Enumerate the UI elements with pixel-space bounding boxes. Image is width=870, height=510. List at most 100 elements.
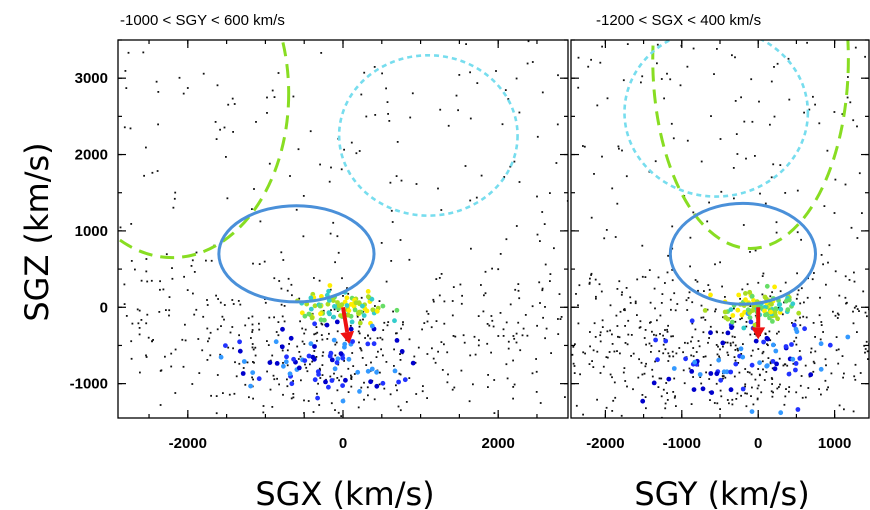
- background-dot: [854, 363, 857, 366]
- background-dot: [246, 361, 249, 364]
- colored-point: [733, 361, 739, 367]
- background-dot: [303, 332, 306, 335]
- background-dot: [756, 397, 759, 400]
- background-dot: [671, 350, 674, 353]
- background-dot: [258, 322, 260, 325]
- background-dot: [232, 347, 234, 350]
- background-dot: [653, 287, 656, 290]
- colored-point: [308, 341, 314, 347]
- background-dot: [171, 267, 173, 269]
- background-dot: [283, 320, 286, 323]
- background-dot: [527, 40, 530, 43]
- background-dot: [145, 354, 147, 357]
- background-dot: [231, 97, 234, 100]
- background-dot: [259, 220, 262, 223]
- background-dot: [468, 400, 471, 403]
- background-dot: [694, 328, 697, 331]
- colored-point: [757, 360, 762, 366]
- background-dot: [727, 354, 730, 356]
- background-dot: [280, 303, 283, 306]
- background-dot: [599, 61, 602, 64]
- background-dot: [799, 384, 802, 387]
- colored-point: [793, 367, 798, 373]
- background-dot: [278, 383, 280, 386]
- colored-point: [768, 309, 774, 315]
- background-dot: [655, 334, 658, 337]
- background-dot: [347, 292, 350, 295]
- background-dot: [264, 301, 267, 304]
- background-dot: [665, 382, 668, 384]
- background-dot: [735, 133, 738, 135]
- background-dot: [662, 352, 665, 355]
- background-dot: [678, 347, 681, 349]
- background-dot: [777, 330, 780, 333]
- colored-point: [651, 380, 657, 386]
- colored-point: [374, 308, 380, 314]
- colored-point: [369, 323, 375, 329]
- background-dot: [539, 302, 541, 304]
- background-dot: [799, 324, 802, 327]
- background-dot: [415, 183, 418, 185]
- background-dot: [767, 344, 769, 347]
- background-dot: [622, 371, 625, 374]
- colored-point: [296, 365, 302, 371]
- background-dot: [184, 323, 186, 326]
- background-dot: [417, 346, 420, 349]
- background-dot: [818, 122, 821, 125]
- y-tick-label: 1000: [75, 223, 108, 240]
- background-dot: [306, 370, 309, 373]
- background-dot: [538, 281, 541, 284]
- panel-1-background-dots: [119, 40, 568, 418]
- background-dot: [333, 308, 336, 311]
- background-dot: [795, 343, 798, 346]
- background-dot: [443, 343, 445, 346]
- background-dot: [707, 341, 709, 344]
- background-dot: [772, 391, 774, 394]
- background-dot: [130, 340, 133, 343]
- background-dot: [773, 432, 775, 434]
- background-dot: [594, 336, 597, 338]
- background-dot: [720, 190, 723, 193]
- background-dot: [731, 54, 733, 57]
- background-dot: [828, 244, 831, 247]
- background-dot: [760, 391, 763, 394]
- background-dot: [278, 280, 281, 282]
- background-dot: [662, 334, 664, 337]
- background-dot: [312, 411, 315, 413]
- background-dot: [380, 348, 382, 351]
- background-dot: [768, 330, 771, 333]
- background-dot: [764, 202, 767, 205]
- colored-point: [747, 289, 753, 295]
- background-dot: [478, 339, 480, 342]
- background-dot: [320, 52, 323, 54]
- colored-point: [346, 356, 352, 362]
- background-dot: [233, 392, 236, 395]
- background-dot: [571, 353, 574, 356]
- background-dot: [668, 355, 671, 357]
- colored-point: [392, 368, 398, 374]
- colored-point: [402, 377, 408, 383]
- background-dot: [253, 188, 255, 190]
- background-dot: [612, 399, 615, 402]
- background-dot: [643, 337, 646, 339]
- colored-point: [326, 310, 332, 316]
- background-dot: [392, 310, 394, 313]
- background-dot: [616, 350, 618, 352]
- background-dot: [251, 331, 254, 333]
- colored-point: [827, 342, 833, 348]
- background-dot: [319, 369, 321, 371]
- background-dot: [672, 355, 675, 358]
- background-dot: [762, 350, 765, 353]
- background-dot: [722, 377, 724, 380]
- background-dot: [611, 187, 614, 190]
- background-dot: [671, 247, 674, 250]
- background-dot: [131, 322, 134, 325]
- background-dot: [702, 356, 705, 358]
- background-dot: [644, 365, 647, 368]
- background-dot: [825, 364, 827, 367]
- background-dot: [219, 353, 222, 356]
- background-dot: [254, 346, 257, 349]
- background-dot: [750, 354, 753, 357]
- background-dot: [669, 298, 672, 301]
- colored-point: [722, 309, 728, 315]
